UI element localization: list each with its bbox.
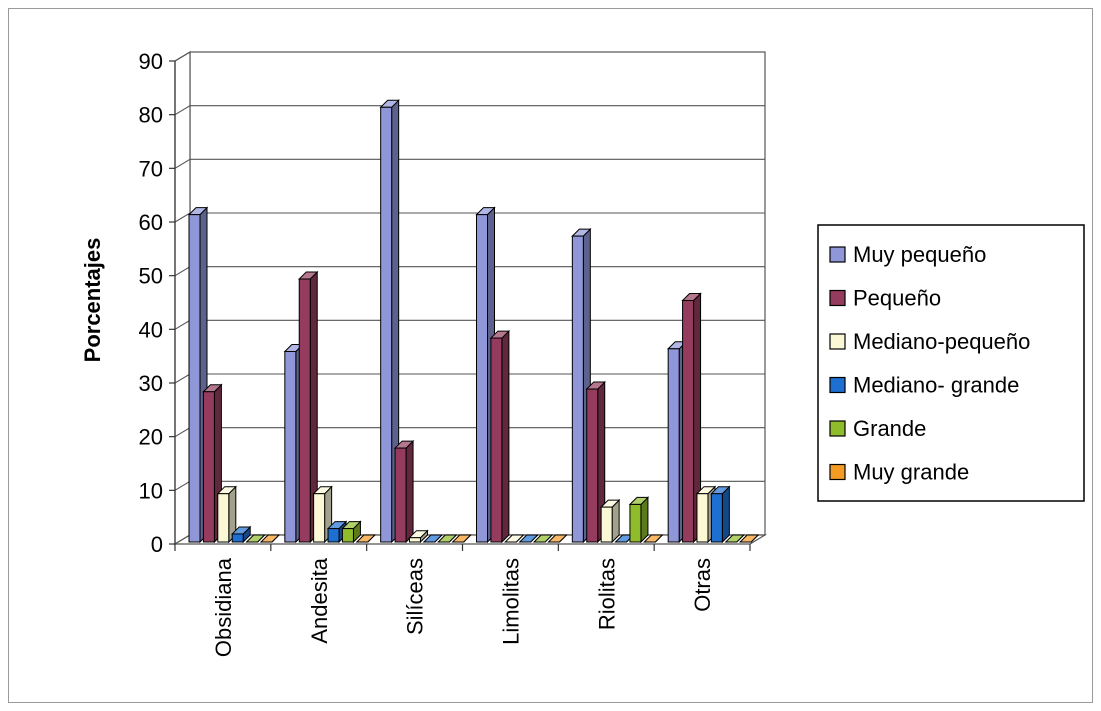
bars (187, 99, 760, 544)
bar (518, 534, 539, 543)
gridline (174, 51, 765, 62)
legend-swatch (829, 376, 846, 394)
y-tick-label: 50 (139, 264, 163, 289)
bar (599, 498, 621, 544)
legend-swatch (829, 463, 846, 481)
bar (585, 380, 606, 544)
y-tick-label: 70 (139, 156, 163, 181)
x-axis-ticks: Obsidiana Andesita Silíceas Limolitas Riolit… (174, 544, 751, 657)
y-tick-label: 10 (139, 478, 163, 503)
legend-swatch (829, 289, 846, 307)
legend-swatch (829, 246, 846, 263)
legend-label: Mediano- grande (853, 373, 1019, 398)
bar (628, 496, 650, 544)
y-tick-label: 90 (139, 49, 163, 74)
legend-entry: Pequeño (829, 286, 941, 311)
x-tick-label: Obsidiana (211, 557, 236, 657)
bar (298, 270, 319, 544)
bar (393, 439, 415, 544)
y-axis-ticks: 0 10 20 30 40 50 60 70 80 90 (139, 49, 176, 557)
bar (437, 534, 458, 543)
bar (408, 529, 429, 544)
bar (245, 534, 266, 543)
legend-label: Grande (853, 416, 926, 441)
gridline (174, 158, 765, 169)
gridline (174, 105, 765, 116)
bar (451, 534, 472, 543)
bar (547, 534, 568, 543)
legend-box (817, 224, 1085, 502)
legend-label: Muy grande (853, 460, 969, 485)
bar (216, 485, 238, 544)
y-tick-label: 0 (151, 532, 163, 557)
side-wall (174, 50, 191, 546)
y-axis-label: Porcentajes (80, 238, 105, 363)
x-tick-label: Limolitas (498, 558, 523, 645)
legend-entry: Muy pequeño (829, 242, 986, 267)
bar (532, 534, 554, 543)
legend-label: Muy pequeño (853, 242, 986, 267)
x-tick-label: Silíceas (403, 558, 428, 635)
bar (422, 534, 444, 543)
bar (724, 534, 745, 543)
legend-label: Mediano-pequeño (853, 329, 1030, 354)
legend-swatch (829, 333, 846, 350)
x-tick-label: Andesita (307, 557, 332, 643)
y-tick-label: 80 (139, 103, 163, 128)
bar (504, 534, 525, 543)
y-tick-label: 30 (139, 371, 163, 396)
y-tick-label: 60 (139, 210, 163, 235)
x-tick-label: Riolitas (594, 558, 619, 630)
bar (738, 534, 760, 543)
y-tick-label: 20 (139, 425, 163, 450)
bar (489, 329, 511, 544)
bar (710, 485, 731, 544)
bar (379, 99, 400, 544)
legend-swatch (829, 420, 846, 437)
bar (230, 525, 252, 544)
x-tick-label: Otras (690, 558, 715, 612)
legend-entry: Mediano-pequeño (829, 329, 1030, 354)
legend-entry: Muy grande (829, 460, 969, 485)
bar (341, 520, 362, 544)
bar (259, 534, 281, 543)
bar (355, 534, 377, 543)
y-tick-label: 40 (139, 317, 163, 342)
legend-entry: Grande (829, 416, 926, 441)
legend-entry: Mediano- grande (829, 373, 1019, 398)
legend-label: Pequeño (853, 286, 941, 311)
legend: Muy pequeño Pequeño Mediano-pequeño Mediano… (817, 224, 1085, 502)
bar (643, 534, 664, 543)
